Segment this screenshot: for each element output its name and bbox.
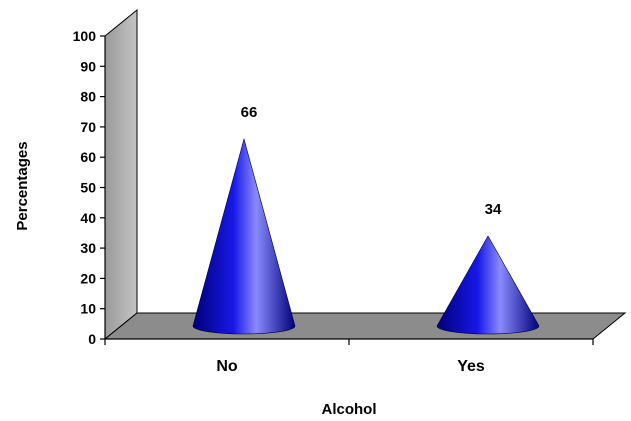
x-axis-ticks xyxy=(104,339,594,345)
cone-no xyxy=(192,137,296,335)
y-tick-label: 60 xyxy=(80,149,96,165)
y-tick-label: 10 xyxy=(80,301,96,317)
y-axis-ticks: 0 10 20 30 40 50 60 70 80 90 100 xyxy=(73,28,105,347)
y-tick-label: 90 xyxy=(80,58,96,74)
category-labels: No Yes xyxy=(216,358,485,375)
y-tick-label: 100 xyxy=(73,28,97,44)
chart-floor xyxy=(103,312,627,340)
cone-yes xyxy=(436,235,540,335)
y-tick-label: 40 xyxy=(80,210,96,226)
cone-body xyxy=(436,235,540,335)
y-tick-label: 0 xyxy=(88,331,96,347)
y-tick-label: 20 xyxy=(80,270,96,286)
y-axis-title: Percentages xyxy=(14,141,31,230)
y-tick-label: 30 xyxy=(80,240,96,256)
data-label: 34 xyxy=(485,201,502,218)
data-label: 66 xyxy=(241,104,258,121)
x-tick-label: No xyxy=(216,358,238,375)
y-tick-label: 70 xyxy=(80,119,96,135)
x-axis-title: Alcohol xyxy=(322,401,377,418)
y-tick-label: 80 xyxy=(80,89,96,105)
data-labels: 66 34 xyxy=(241,104,502,218)
cone-series xyxy=(192,137,540,335)
y-tick-label: 50 xyxy=(80,180,96,196)
x-tick-label: Yes xyxy=(457,358,485,375)
chart-back-wall xyxy=(104,8,138,341)
cone-body xyxy=(192,137,296,335)
